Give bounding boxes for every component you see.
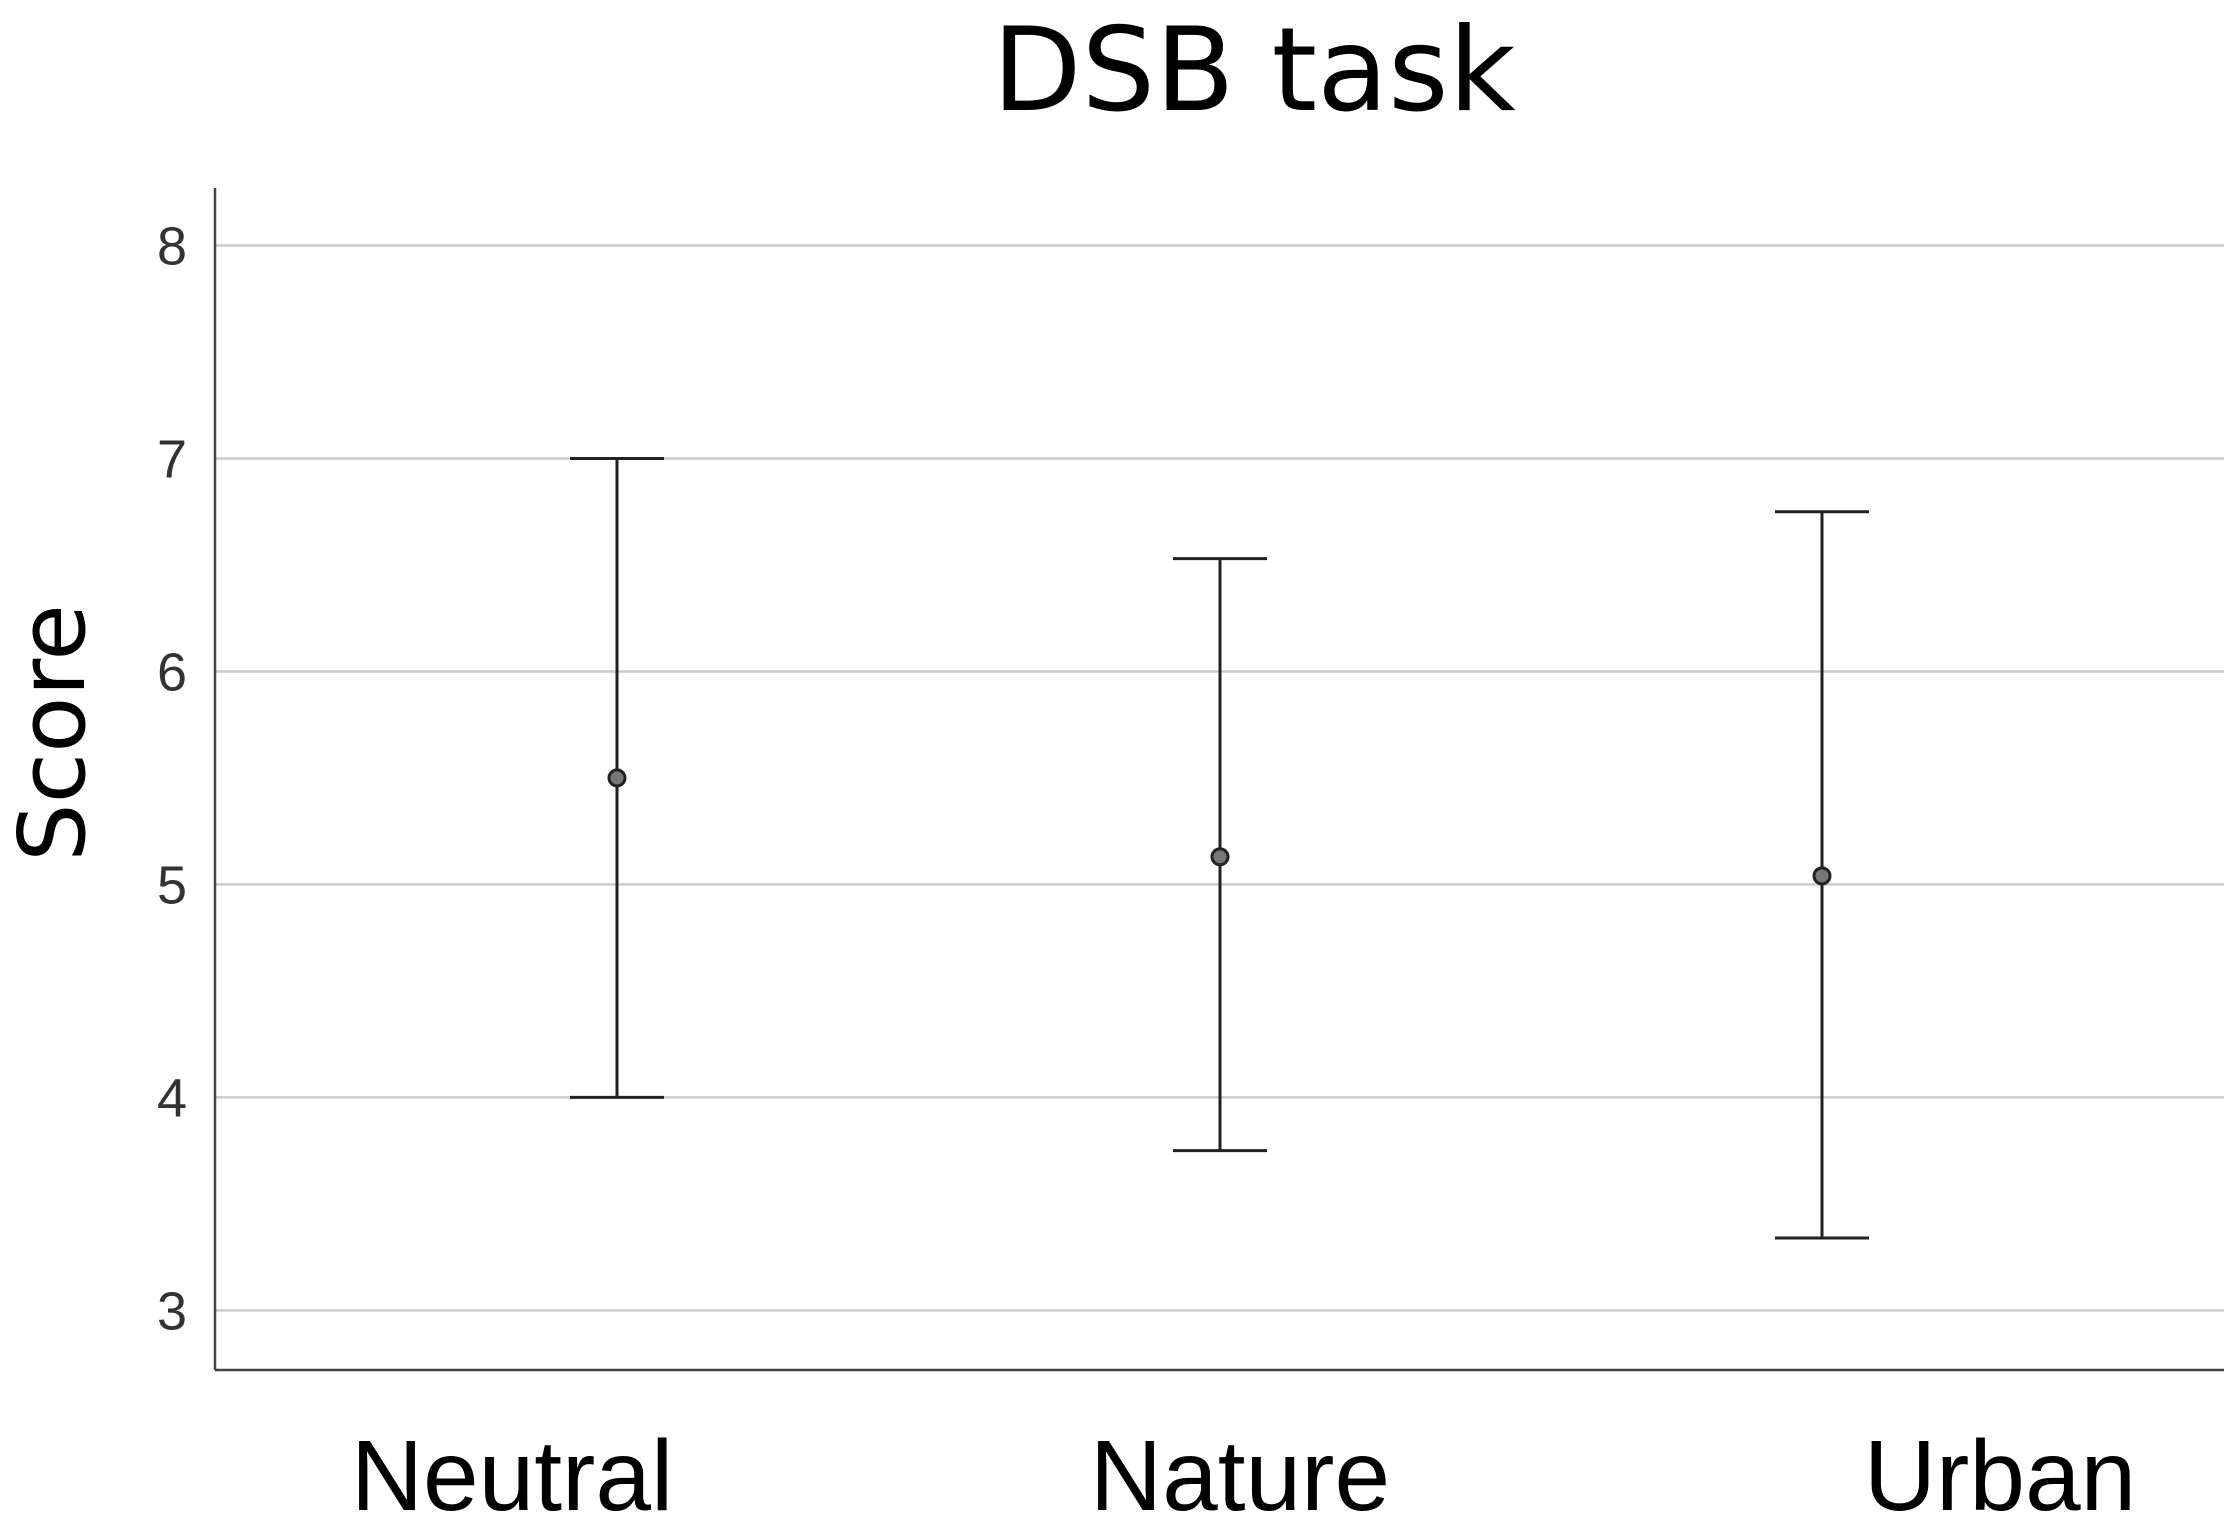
data-marks bbox=[570, 456, 1869, 1240]
mean-point-urban bbox=[1812, 866, 1832, 886]
y-tick-label: 7 bbox=[157, 429, 187, 489]
x-tick-label-neutral: Neutral bbox=[351, 1420, 673, 1526]
mean-point-neutral bbox=[607, 768, 627, 788]
y-tick-label: 6 bbox=[157, 642, 187, 702]
y-tick-labels: 3 4 5 6 7 8 bbox=[157, 217, 187, 1342]
chart-title: DSB task bbox=[992, 3, 1516, 138]
x-tick-labels: Neutral Nature Urban bbox=[351, 1420, 2136, 1526]
y-tick-label: 5 bbox=[157, 855, 187, 915]
x-tick-label-urban: Urban bbox=[1864, 1420, 2136, 1526]
y-axis-label: Score bbox=[0, 604, 106, 862]
y-tick-label: 8 bbox=[157, 217, 187, 277]
x-tick-label-nature: Nature bbox=[1090, 1420, 1390, 1526]
y-tick-label: 3 bbox=[157, 1281, 187, 1341]
y-tick-label: 4 bbox=[157, 1068, 187, 1128]
mean-point-nature bbox=[1210, 847, 1230, 867]
